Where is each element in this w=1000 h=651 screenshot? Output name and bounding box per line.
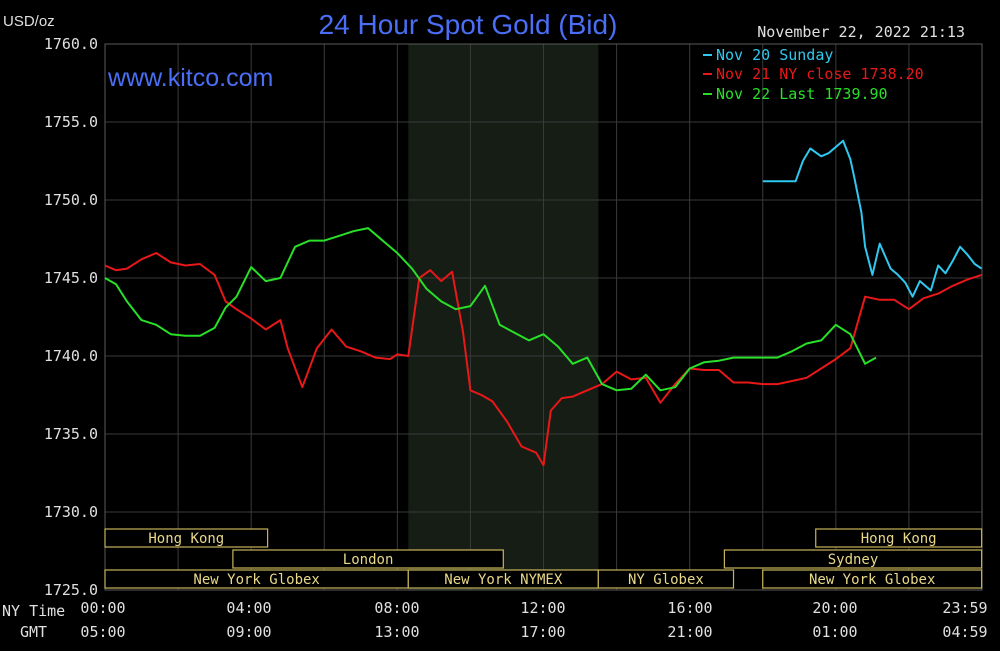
session-ny-globex-mid-label: NY Globex xyxy=(628,572,704,588)
session-hong-kong-right-box xyxy=(815,528,983,548)
x-tick-gmt: 13:00 xyxy=(374,623,419,641)
x-tick-gmt: 01:00 xyxy=(812,623,857,641)
x-tick-ny: 08:00 xyxy=(374,599,419,617)
series-line-0 xyxy=(762,139,983,298)
legend-item-nov20: Nov 20 Sunday xyxy=(716,46,833,64)
legend: Nov 20 Sunday Nov 21 NY close 1738.20 No… xyxy=(703,46,924,103)
y-tick-label: 1740.0 xyxy=(44,347,98,365)
unit-label: USD/oz xyxy=(3,13,55,30)
timestamp: November 22, 2022 21:13 xyxy=(757,23,965,41)
trading-sessions: Hong Kong London New York Globex New York N… xyxy=(104,528,983,589)
y-tick-label: 1725.0 xyxy=(44,581,98,599)
y-tick-label: 1730.0 xyxy=(44,503,98,521)
legend-item-nov22: Nov 22 Last 1739.90 xyxy=(716,85,888,103)
chart-title: 24 Hour Spot Gold (Bid) xyxy=(319,9,618,40)
gmt-caption: GMT xyxy=(20,623,47,641)
grid xyxy=(104,43,983,591)
x-tick-ny: 20:00 xyxy=(812,599,857,617)
session-london-label: London xyxy=(343,552,394,568)
session-hong-kong-right-label: Hong Kong xyxy=(861,531,937,547)
y-tick-label: 1760.0 xyxy=(44,35,98,53)
ny-time-caption: NY Time xyxy=(2,602,65,620)
x-tick-ny: 12:00 xyxy=(520,599,565,617)
session-sydney-box xyxy=(723,549,983,569)
nymex-highlight-band xyxy=(408,44,599,590)
plot-frame xyxy=(104,43,983,591)
series-line-1 xyxy=(104,252,982,467)
session-ny-nymex-label: New York NYMEX xyxy=(444,572,563,588)
session-ny-globex-right-label: New York Globex xyxy=(809,572,935,588)
x-tick-gmt: 04:59 xyxy=(942,623,987,641)
y-tick-label: 1735.0 xyxy=(44,425,98,443)
legend-item-nov21: Nov 21 NY close 1738.20 xyxy=(716,65,924,83)
series-lines xyxy=(104,139,983,467)
x-tick-ny: 00:00 xyxy=(80,599,125,617)
x-axis: NY Time GMT 00:00 04:00 08:00 12:00 16:0… xyxy=(2,599,988,641)
y-axis: 1760.0 1755.0 1750.0 1745.0 1740.0 1735.… xyxy=(44,35,98,599)
session-ny-globex-label: New York Globex xyxy=(193,572,319,588)
x-tick-ny: 04:00 xyxy=(226,599,271,617)
session-hong-kong-box xyxy=(104,528,269,548)
x-tick-ny: 16:00 xyxy=(667,599,712,617)
y-tick-label: 1745.0 xyxy=(44,269,98,287)
session-ny-globex-mid-box xyxy=(597,569,735,589)
x-tick-gmt: 05:00 xyxy=(80,623,125,641)
watermark: www.kitco.com xyxy=(107,64,273,92)
x-tick-gmt: 09:00 xyxy=(226,623,271,641)
x-tick-gmt: 21:00 xyxy=(667,623,712,641)
session-london-box xyxy=(232,549,504,569)
y-tick-label: 1755.0 xyxy=(44,113,98,131)
session-ny-globex-right-box xyxy=(762,569,983,589)
series-line-2 xyxy=(104,227,877,392)
session-hong-kong-label: Hong Kong xyxy=(148,531,224,547)
x-tick-ny: 23:59 xyxy=(942,599,987,617)
x-tick-gmt: 17:00 xyxy=(520,623,565,641)
session-sydney-label: Sydney xyxy=(828,552,879,568)
y-tick-label: 1750.0 xyxy=(44,191,98,209)
